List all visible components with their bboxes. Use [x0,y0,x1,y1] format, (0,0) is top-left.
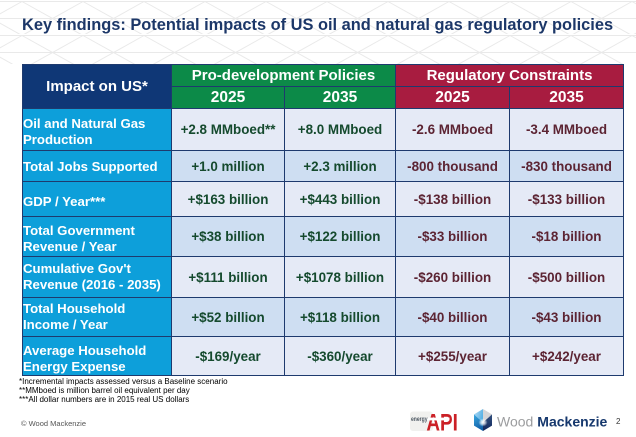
svg-text:Mackenzie: Mackenzie [537,414,607,430]
svg-text:Wood: Wood [497,414,533,430]
svg-text:energy: energy [411,417,428,423]
svg-text:API: API [426,409,457,435]
